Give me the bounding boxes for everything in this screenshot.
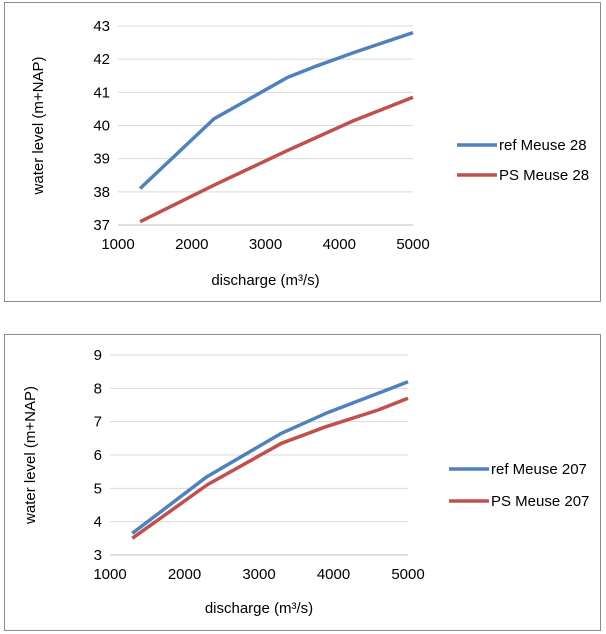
x-tick-label: 2000 xyxy=(168,566,201,583)
series-line-1 xyxy=(138,30,414,190)
y-tick-label: 4 xyxy=(94,514,102,531)
y-tick-label: 8 xyxy=(94,380,102,397)
y-tick-label: 37 xyxy=(93,217,110,234)
x-tick-label: 1000 xyxy=(93,566,126,583)
x-axis-title: discharge (m³/s) xyxy=(205,600,313,617)
x-tick-label: 5000 xyxy=(396,236,429,253)
series-line-2 xyxy=(139,95,414,224)
x-tick-label: 3000 xyxy=(242,566,275,583)
legend-label-2: PS Meuse 207 xyxy=(491,493,589,510)
chart-panel-2: 3 4 5 6 7 8 9 1000 2000 3000 4000 5000 water level (… xyxy=(4,334,601,631)
legend-label-1: ref Meuse 207 xyxy=(491,461,587,478)
x-tick-label: 2000 xyxy=(175,236,208,253)
series-line-2 xyxy=(131,396,409,540)
legend-label-2: PS Meuse 28 xyxy=(499,167,589,184)
y-tick-label: 38 xyxy=(93,184,110,201)
x-tick-label: 4000 xyxy=(317,566,350,583)
y-tick-label: 39 xyxy=(93,151,110,168)
chart-2-svg: 3 4 5 6 7 8 9 1000 2000 3000 4000 5000 water level (… xyxy=(22,347,589,617)
y-tick-label: 3 xyxy=(94,547,102,564)
y-axis-title: water level (m+NAP) xyxy=(30,57,47,196)
y-tick-label: 7 xyxy=(94,414,102,431)
y-tick-label: 41 xyxy=(93,84,110,101)
chart-panel-1: 37 38 39 40 41 42 43 1000 2000 3000 4000 5000 water … xyxy=(4,2,601,302)
x-tick-label: 3000 xyxy=(249,236,282,253)
y-tick-label: 9 xyxy=(94,347,102,364)
x-axis-title: discharge (m³/s) xyxy=(211,272,319,289)
y-tick-label: 42 xyxy=(93,51,110,68)
chart-1-svg: 37 38 39 40 41 42 43 1000 2000 3000 4000 5000 water … xyxy=(30,18,589,289)
y-tick-label: 6 xyxy=(94,447,102,464)
y-tick-label: 40 xyxy=(93,118,110,135)
y-tick-label: 43 xyxy=(93,18,110,35)
x-tick-label: 5000 xyxy=(391,566,424,583)
legend-label-1: ref Meuse 28 xyxy=(499,137,587,154)
y-axis-title: water level (m+NAP) xyxy=(22,386,39,525)
x-tick-label: 4000 xyxy=(323,236,356,253)
series-line-1 xyxy=(131,380,409,535)
x-tick-label: 1000 xyxy=(101,236,134,253)
y-tick-label: 5 xyxy=(94,480,102,497)
